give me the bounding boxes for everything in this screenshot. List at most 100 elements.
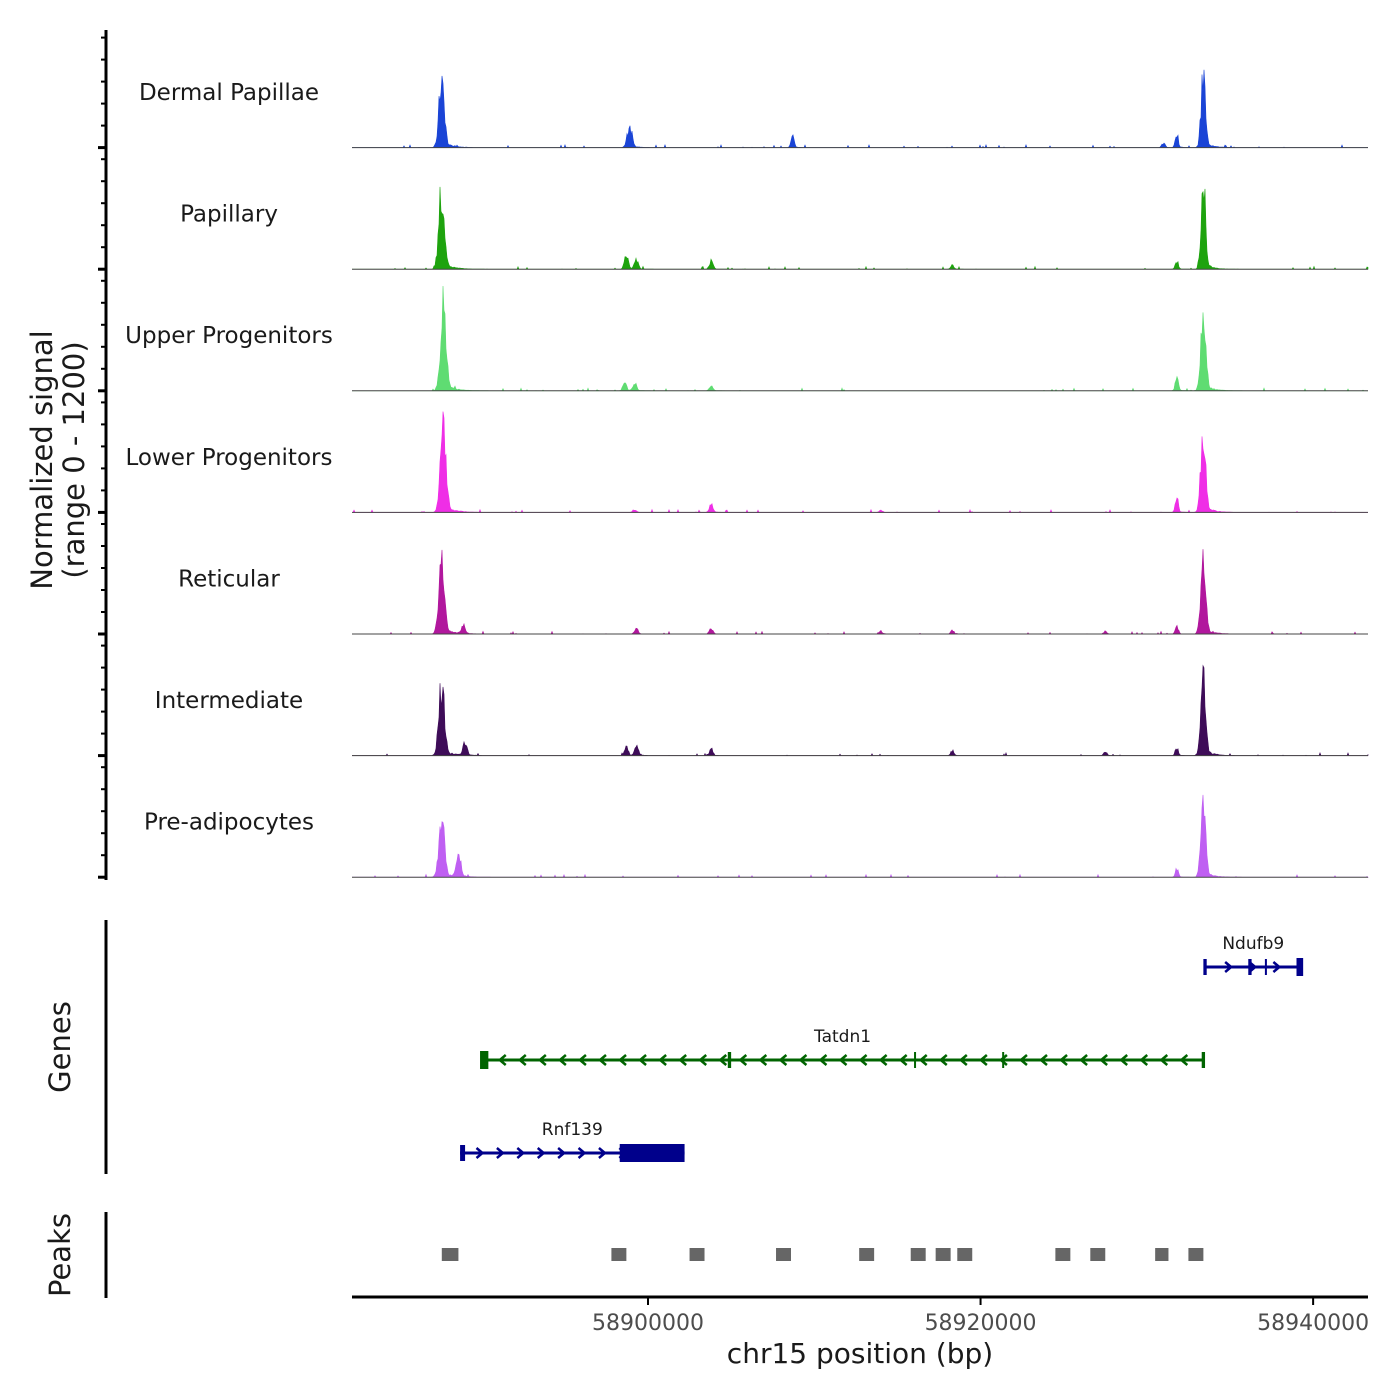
signal-area [352, 69, 1368, 149]
strand-arrow [998, 1054, 1008, 1066]
exon [619, 1144, 685, 1162]
signal-area [352, 411, 1368, 513]
strand-arrow [918, 1054, 928, 1066]
strand-arrow [698, 1054, 708, 1066]
strand-arrow [537, 1054, 547, 1066]
strand-arrow [1059, 1054, 1068, 1066]
peak-region [957, 1248, 973, 1261]
gene: Tatdn1 [480, 1027, 1206, 1069]
track-label: Pre-adipocytes [144, 810, 314, 836]
signal-ylabel-range: (range 0 - 1200) [57, 341, 91, 578]
peak-region [1090, 1248, 1106, 1261]
track-label: Papillary [180, 202, 278, 228]
peak-track [441, 1248, 1204, 1261]
signal-track: Upper Progenitors [125, 285, 1368, 392]
strand-arrow [718, 1054, 728, 1066]
exon [1002, 1052, 1005, 1068]
peak-region [611, 1248, 627, 1261]
strand-arrow [738, 1054, 748, 1066]
gene-label: Ndufb9 [1222, 934, 1284, 954]
gene-track: Ndufb9 Tatdn1 Rnf139 [460, 934, 1304, 1162]
x-tick-label: 58900000 [592, 1311, 704, 1336]
strand-arrow [638, 1054, 647, 1066]
strand-arrow [598, 1054, 607, 1066]
gene-label: Tatdn1 [813, 1027, 871, 1047]
strand-arrow [475, 1147, 485, 1159]
peak-region [689, 1248, 705, 1261]
exon [1264, 959, 1267, 975]
strand-arrow [536, 1147, 546, 1159]
strand-arrow [858, 1054, 868, 1066]
strand-arrow [618, 1054, 627, 1066]
signal-area [352, 549, 1368, 635]
strand-arrow [878, 1054, 888, 1066]
peak-region [776, 1248, 791, 1261]
strand-arrow [678, 1054, 687, 1066]
strand-arrow [577, 1054, 587, 1066]
gene: Rnf139 [460, 1120, 685, 1162]
strand-arrow [1224, 961, 1234, 973]
strand-arrow [898, 1054, 908, 1066]
strand-arrow [1159, 1054, 1169, 1066]
strand-arrow [1179, 1054, 1189, 1066]
strand-arrow [1079, 1054, 1088, 1066]
strand-arrow [1272, 961, 1282, 973]
gene: Ndufb9 [1203, 934, 1304, 976]
track-label: Lower Progenitors [126, 445, 333, 471]
track-label: Reticular [178, 566, 280, 592]
strand-arrow [598, 1147, 607, 1159]
exon [1201, 1052, 1206, 1068]
strand-arrow [517, 1054, 527, 1066]
strand-arrow [1099, 1054, 1108, 1066]
x-axis-title: chr15 position (bp) [727, 1337, 993, 1370]
peak-region [1155, 1248, 1169, 1261]
strand-arrow [758, 1054, 768, 1066]
signal-track: Papillary [180, 186, 1369, 270]
genes-label: Genes [43, 1001, 77, 1093]
exon [480, 1051, 489, 1069]
x-tick-label: 58920000 [925, 1311, 1037, 1336]
exon [460, 1145, 466, 1161]
strand-arrow [818, 1054, 828, 1066]
strand-arrow [1039, 1054, 1048, 1066]
x-tick-label: 58940000 [1257, 1311, 1369, 1336]
signal-area [352, 285, 1368, 392]
strand-arrow [577, 1147, 587, 1159]
strand-arrow [978, 1054, 988, 1066]
strand-arrow [958, 1054, 968, 1066]
signal-ylabel: Normalized signal [25, 330, 59, 589]
signal-area [352, 664, 1369, 757]
exon [914, 1052, 917, 1068]
gene-label: Rnf139 [542, 1120, 603, 1140]
peak-region [1188, 1248, 1204, 1261]
track-label: Intermediate [155, 688, 303, 714]
signal-track: Lower Progenitors [126, 411, 1368, 513]
signal-track: Reticular [178, 549, 1368, 635]
signal-area [352, 186, 1369, 270]
signal-area [352, 794, 1369, 878]
peaks-label: Peaks [43, 1213, 77, 1297]
strand-arrow [938, 1054, 948, 1066]
strand-arrow [557, 1054, 567, 1066]
exon [1296, 958, 1304, 976]
strand-arrow [557, 1147, 567, 1159]
exon [1203, 959, 1207, 975]
strand-arrow [497, 1054, 507, 1066]
signal-tracks: Dermal Papillae Papillary Upper Progenitor… [125, 69, 1369, 878]
strand-arrow [496, 1147, 505, 1159]
signal-track: Intermediate [155, 664, 1369, 757]
peak-region [935, 1248, 951, 1261]
strand-arrow [658, 1054, 667, 1066]
strand-arrow [798, 1054, 808, 1066]
signal-track: Pre-adipocytes [144, 794, 1369, 878]
exon [1248, 959, 1252, 975]
peak-region [910, 1248, 926, 1261]
exon [727, 1052, 732, 1068]
strand-arrow [1119, 1054, 1128, 1066]
peak-region [441, 1248, 459, 1261]
peak-region [859, 1248, 875, 1261]
strand-arrow [778, 1054, 788, 1066]
strand-arrow [1139, 1054, 1149, 1066]
